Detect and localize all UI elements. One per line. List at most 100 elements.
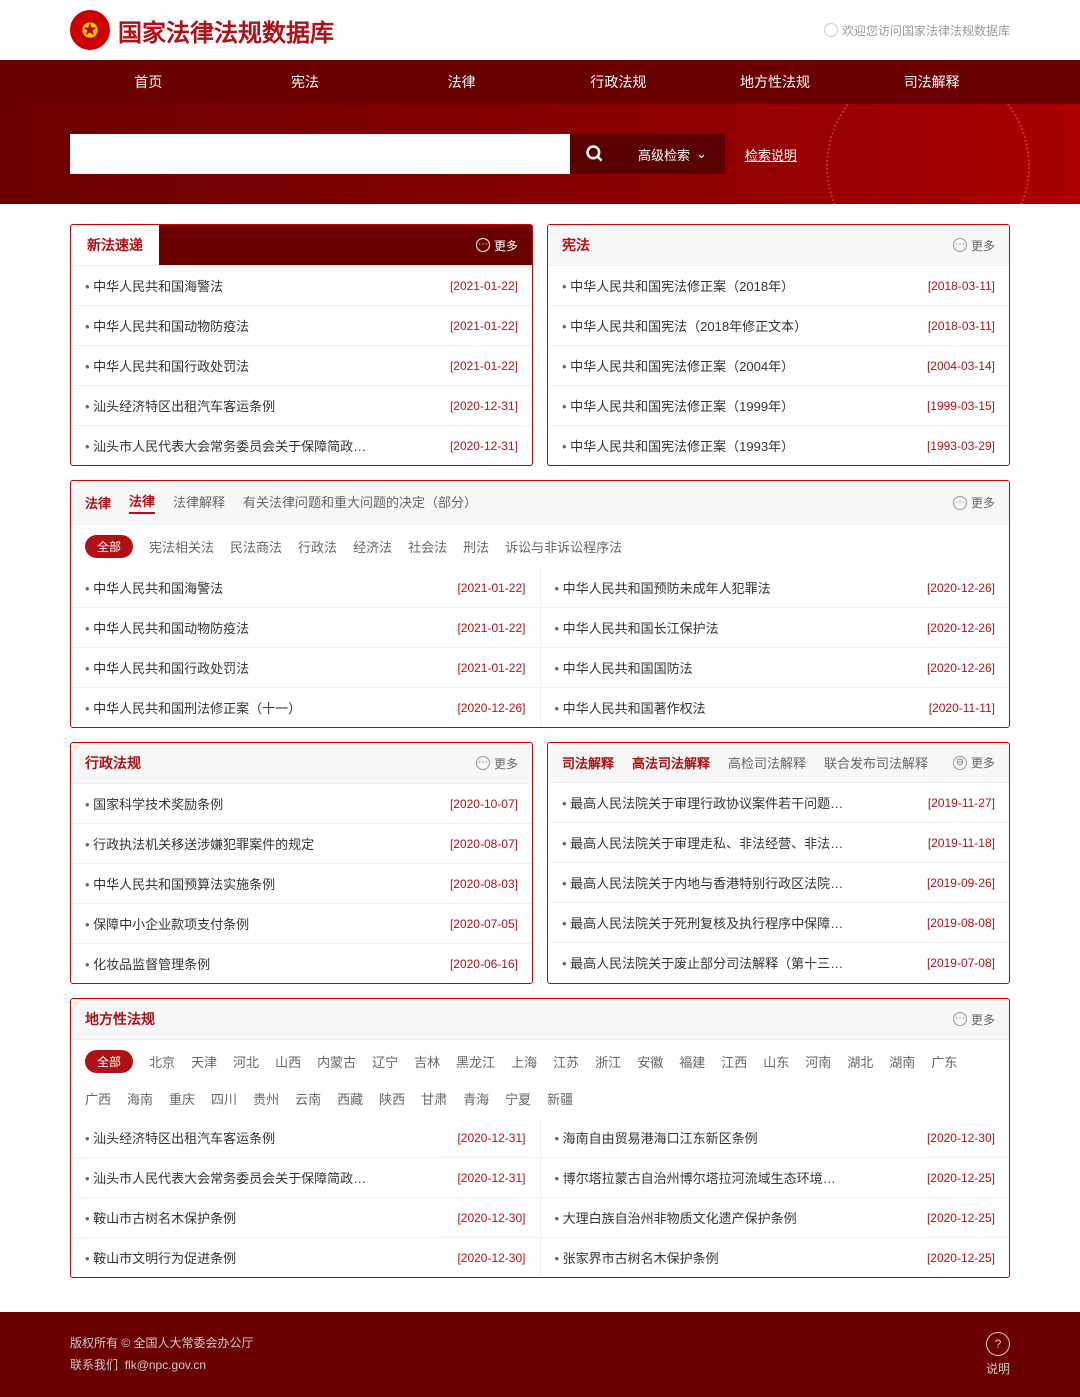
region-item[interactable]: 福建	[679, 1052, 705, 1071]
region-item[interactable]: 江西	[721, 1052, 747, 1071]
region-item[interactable]: 新疆	[547, 1089, 573, 1108]
list-item[interactable]: 国家科学技术奖励条例[2020-10-07]	[71, 784, 532, 824]
region-item[interactable]: 辽宁	[372, 1052, 398, 1071]
list-item[interactable]: 中华人民共和国宪法（2018年修正文本）[2018-03-11]	[548, 306, 1009, 346]
tab-joint[interactable]: 联合发布司法解释	[824, 753, 928, 772]
region-item[interactable]: 河南	[805, 1052, 831, 1071]
region-item[interactable]: 宁夏	[505, 1089, 531, 1108]
list-item[interactable]: 中华人民共和国海警法[2021-01-22]	[71, 568, 540, 608]
category-item[interactable]: 民法商法	[230, 537, 282, 556]
advanced-search-button[interactable]: 高级检索 ⌄	[620, 134, 725, 174]
region-item[interactable]: 湖南	[889, 1052, 915, 1071]
list-item[interactable]: 中华人民共和国预算法实施条例[2020-08-03]	[71, 864, 532, 904]
list-item[interactable]: 最高人民法院关于内地与香港特别行政区法院就仲裁程…[2019-09-26]	[548, 863, 1009, 903]
region-item[interactable]: 黑龙江	[456, 1052, 495, 1071]
category-item[interactable]: 刑法	[463, 537, 489, 556]
region-item[interactable]: 江苏	[553, 1052, 579, 1071]
list-item[interactable]: 中华人民共和国著作权法[2020-11-11]	[541, 688, 1010, 727]
nav-item[interactable]: 地方性法规	[697, 60, 854, 104]
region-item[interactable]: 陕西	[379, 1089, 405, 1108]
list-item[interactable]: 海南自由贸易港海口江东新区条例[2020-12-30]	[541, 1118, 1010, 1158]
region-item[interactable]: 上海	[511, 1052, 537, 1071]
region-item[interactable]: 天津	[191, 1052, 217, 1071]
category-item[interactable]: 社会法	[408, 537, 447, 556]
list-item[interactable]: 中华人民共和国动物防疫法[2021-01-22]	[71, 608, 540, 648]
list-item[interactable]: 最高人民法院关于审理走私、非法经营、非法使用兴奋…[2019-11-18]	[548, 823, 1009, 863]
more-link[interactable]: ⊖更多	[953, 754, 995, 771]
list-item[interactable]: 张家界市古树名木保护条例[2020-12-25]	[541, 1238, 1010, 1277]
list-item[interactable]: 行政执法机关移送涉嫌犯罪案件的规定[2020-08-07]	[71, 824, 532, 864]
tab-procuratorate[interactable]: 高检司法解释	[728, 753, 806, 772]
list-item[interactable]: 中华人民共和国海警法[2021-01-22]	[71, 266, 532, 306]
list-item[interactable]: 中华人民共和国宪法修正案（2004年）[2004-03-14]	[548, 346, 1009, 386]
region-item[interactable]: 广东	[931, 1052, 957, 1071]
list-item[interactable]: 中华人民共和国宪法修正案（2018年）[2018-03-11]	[548, 266, 1009, 306]
list-item[interactable]: 最高人民法院关于审理行政协议案件若干问题的规定[2019-11-27]	[548, 783, 1009, 823]
more-link[interactable]: ⋯更多	[953, 237, 995, 254]
nav-item[interactable]: 司法解释	[853, 60, 1010, 104]
region-item[interactable]: 海南	[127, 1089, 153, 1108]
list-item[interactable]: 中华人民共和国预防未成年人犯罪法[2020-12-26]	[541, 568, 1010, 608]
tab-supreme-court[interactable]: 高法司法解释	[632, 753, 710, 772]
region-item[interactable]: 广西	[85, 1089, 111, 1108]
list-item[interactable]: 中华人民共和国刑法修正案（十一）[2020-12-26]	[71, 688, 540, 727]
list-item[interactable]: 大理白族自治州非物质文化遗产保护条例[2020-12-25]	[541, 1198, 1010, 1238]
region-item[interactable]: 四川	[211, 1089, 237, 1108]
tab-decision[interactable]: 有关法律问题和重大问题的决定（部分）	[243, 492, 477, 513]
list-item[interactable]: 中华人民共和国宪法修正案（1999年）[1999-03-15]	[548, 386, 1009, 426]
region-item[interactable]: 青海	[463, 1089, 489, 1108]
region-item[interactable]: 内蒙古	[317, 1052, 356, 1071]
region-item[interactable]: 山西	[275, 1052, 301, 1071]
tab-law[interactable]: 法律	[129, 491, 155, 514]
list-item[interactable]: 保障中小企业款项支付条例[2020-07-05]	[71, 904, 532, 944]
nav-item[interactable]: 宪法	[227, 60, 384, 104]
list-item[interactable]: 汕头市人民代表大会常务委员会关于保障简政放权促进…[2020-12-31]	[71, 1158, 540, 1198]
list-item[interactable]: 鞍山市文明行为促进条例[2020-12-30]	[71, 1238, 540, 1277]
region-item[interactable]: 云南	[295, 1089, 321, 1108]
search-help-link[interactable]: 检索说明	[745, 145, 797, 164]
search-input[interactable]	[70, 134, 570, 174]
category-item[interactable]: 经济法	[353, 537, 392, 556]
category-item[interactable]: 全部	[85, 535, 133, 558]
search-button[interactable]	[570, 134, 620, 174]
list-item[interactable]: 化妆品监督管理条例[2020-06-16]	[71, 944, 532, 983]
category-item[interactable]: 行政法	[298, 537, 337, 556]
more-link[interactable]: ⋯更多	[953, 494, 995, 511]
footer-email[interactable]: flk@npc.gov.cn	[125, 1358, 206, 1372]
region-item[interactable]: 浙江	[595, 1052, 621, 1071]
list-item[interactable]: 中华人民共和国动物防疫法[2021-01-22]	[71, 306, 532, 346]
region-item[interactable]: 湖北	[847, 1052, 873, 1071]
category-item[interactable]: 诉讼与非诉讼程序法	[505, 537, 622, 556]
region-item[interactable]: 西藏	[337, 1089, 363, 1108]
logo-area[interactable]: 国家法律法规数据库	[70, 10, 334, 50]
list-item[interactable]: 汕头市人民代表大会常务委员会关于保障简政放权促进…[2020-12-31]	[71, 426, 532, 465]
list-item[interactable]: 中华人民共和国长江保护法[2020-12-26]	[541, 608, 1010, 648]
list-item[interactable]: 中华人民共和国行政处罚法[2021-01-22]	[71, 648, 540, 688]
nav-item[interactable]: 首页	[70, 60, 227, 104]
list-item[interactable]: 中华人民共和国宪法修正案（1993年）[1993-03-29]	[548, 426, 1009, 465]
region-item[interactable]: 安徽	[637, 1052, 663, 1071]
more-link[interactable]: ⋯更多	[953, 1011, 995, 1028]
list-item[interactable]: 博尔塔拉蒙古自治州博尔塔拉河流域生态环境保护条例[2020-12-25]	[541, 1158, 1010, 1198]
list-item[interactable]: 汕头经济特区出租汽车客运条例[2020-12-31]	[71, 386, 532, 426]
footer-help[interactable]: ? 说明	[986, 1332, 1010, 1377]
list-item[interactable]: 最高人民法院关于死刑复核及执行程序中保障当事人合…[2019-08-08]	[548, 903, 1009, 943]
region-item[interactable]: 全部	[85, 1050, 133, 1073]
more-link[interactable]: ⋯更多	[476, 755, 518, 772]
list-item[interactable]: 鞍山市古树名木保护条例[2020-12-30]	[71, 1198, 540, 1238]
region-item[interactable]: 甘肃	[421, 1089, 447, 1108]
region-item[interactable]: 重庆	[169, 1089, 195, 1108]
nav-item[interactable]: 行政法规	[540, 60, 697, 104]
category-item[interactable]: 宪法相关法	[149, 537, 214, 556]
nav-item[interactable]: 法律	[383, 60, 540, 104]
more-link[interactable]: ⋯更多	[476, 237, 518, 254]
region-item[interactable]: 吉林	[414, 1052, 440, 1071]
list-item[interactable]: 中华人民共和国国防法[2020-12-26]	[541, 648, 1010, 688]
list-item[interactable]: 中华人民共和国行政处罚法[2021-01-22]	[71, 346, 532, 386]
list-item[interactable]: 汕头经济特区出租汽车客运条例[2020-12-31]	[71, 1118, 540, 1158]
region-item[interactable]: 河北	[233, 1052, 259, 1071]
region-item[interactable]: 贵州	[253, 1089, 279, 1108]
region-item[interactable]: 北京	[149, 1052, 175, 1071]
tab-interpretation[interactable]: 法律解释	[173, 492, 225, 513]
region-item[interactable]: 山东	[763, 1052, 789, 1071]
